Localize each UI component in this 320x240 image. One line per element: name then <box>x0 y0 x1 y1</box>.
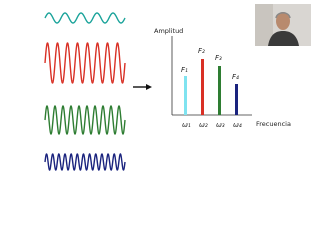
frequency-label: ω₂ <box>199 121 208 129</box>
person-head <box>276 12 290 30</box>
wave <box>44 12 126 24</box>
arrow-head <box>146 84 152 90</box>
amplitude-label: F₁ <box>181 66 188 74</box>
frequency-label: ω₁ <box>182 121 191 129</box>
bar <box>235 84 238 115</box>
bar <box>201 59 204 115</box>
amplitude-label: F₃ <box>215 54 222 62</box>
webcam-wall <box>255 4 273 46</box>
slide: Amplitud Frecuencia F₁ F₂ F₃ F₄ ω₁ ω₂ ω₃… <box>44 4 311 171</box>
person-body <box>268 31 299 46</box>
x-axis-label: Frecuencia <box>256 120 291 128</box>
bar <box>218 66 221 115</box>
waves <box>44 12 126 171</box>
amplitude-label: F₂ <box>198 47 205 55</box>
webcam <box>255 4 311 46</box>
person-hair <box>275 12 291 19</box>
wave <box>44 153 126 171</box>
wave <box>44 105 126 135</box>
bar <box>184 76 187 115</box>
frequency-label: ω₃ <box>216 121 225 129</box>
y-axis-label: Amplitud <box>154 27 183 35</box>
page: Amplitud Frecuencia F₁ F₂ F₃ F₄ ω₁ ω₂ ω₃… <box>44 4 311 171</box>
wave <box>44 42 126 84</box>
amplitude-label: F₄ <box>232 73 239 81</box>
frequency-label: ω₄ <box>233 121 242 129</box>
